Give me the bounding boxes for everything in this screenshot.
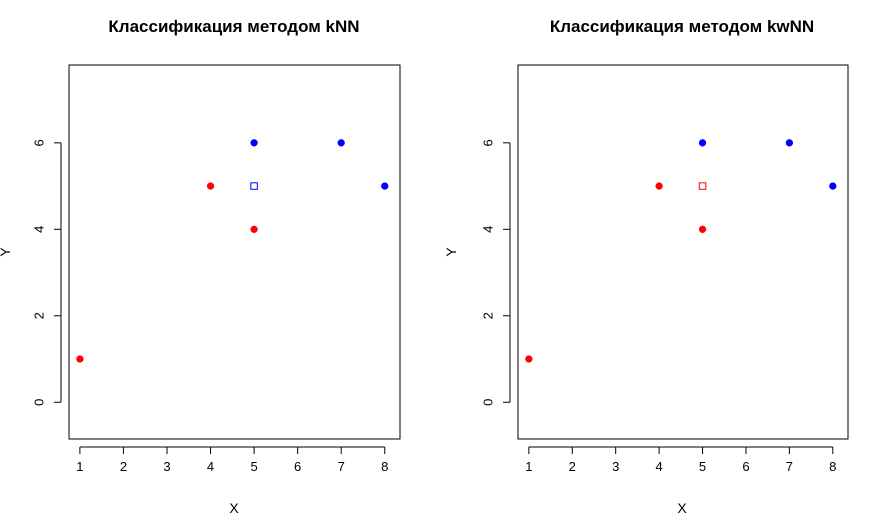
knn-y-tick-label: 4 [32,226,47,233]
knn-y-axis-label: Y [0,247,13,257]
knn-point-blue [337,139,345,147]
kwnn-x-axis-label: X [677,500,687,516]
kwnn-point-blue [829,182,837,190]
kwnn-point-red [655,182,663,190]
knn-x-tick-label: 2 [120,459,127,474]
knn-plot-frame [68,64,401,440]
knn-point-red [206,182,215,190]
kwnn-point-blue [785,139,794,147]
kwnn-y-axis-label: Y [443,247,459,257]
knn-point-red [250,225,258,233]
knn-x-tick-label: 7 [338,459,345,474]
knn-point-blue [250,139,258,147]
kwnn-data-points [525,139,837,363]
kwnn-y-tick-label: 2 [481,312,496,319]
knn-x-tick-label: 3 [163,459,170,474]
knn-plot-panel: Классификация методом kNN X Y 1 2 3 4 5 6 7 8 0 2… [0,17,401,516]
knn-axis-ticks: 1 2 3 4 5 6 7 8 0 2 4 6 [32,139,389,474]
kwnn-x-tick-label: 6 [742,459,749,474]
knn-x-tick-label: 6 [294,459,301,474]
knn-y-tick-label: 6 [32,139,47,146]
knn-plot-title: Классификация методом kNN [108,17,359,36]
knn-data-points [76,139,389,363]
kwnn-x-tick-label: 3 [612,459,619,474]
knn-point-blue [381,182,389,190]
kwnn-y-tick-label: 4 [481,226,496,233]
kwnn-x-tick-label: 7 [786,459,793,474]
knn-x-tick-label: 5 [250,459,257,474]
kwnn-query-point [698,182,707,190]
knn-y-tick-label: 2 [32,312,47,319]
knn-query-point [250,182,258,190]
kwnn-y-tick-label: 0 [481,399,496,406]
kwnn-y-tick-label: 6 [481,139,496,146]
knn-x-tick-label: 4 [207,459,214,474]
kwnn-plot-title: Классификация методом kwNN [550,17,814,36]
kwnn-point-red [698,225,707,233]
knn-point-red [76,355,84,363]
kwnn-point-blue [698,139,707,147]
kwnn-x-tick-label: 1 [525,459,532,474]
kwnn-point-red [525,355,533,363]
kwnn-plot-frame [517,64,849,440]
kwnn-x-tick-label: 8 [829,459,836,474]
knn-x-tick-label: 8 [381,459,388,474]
knn-x-axis-label: X [229,500,239,516]
kwnn-x-tick-label: 4 [656,459,663,474]
knn-x-tick-label: 1 [76,459,83,474]
kwnn-axis-ticks: 1 2 3 4 5 6 7 8 0 2 4 6 [481,139,837,474]
knn-y-tick-label: 0 [32,399,47,406]
kwnn-x-tick-label: 2 [569,459,576,474]
kwnn-x-tick-label: 5 [699,459,706,474]
kwnn-plot-panel: Классификация методом kwNN X Y 1 2 3 4 5 6 7 8 0… [443,17,849,516]
